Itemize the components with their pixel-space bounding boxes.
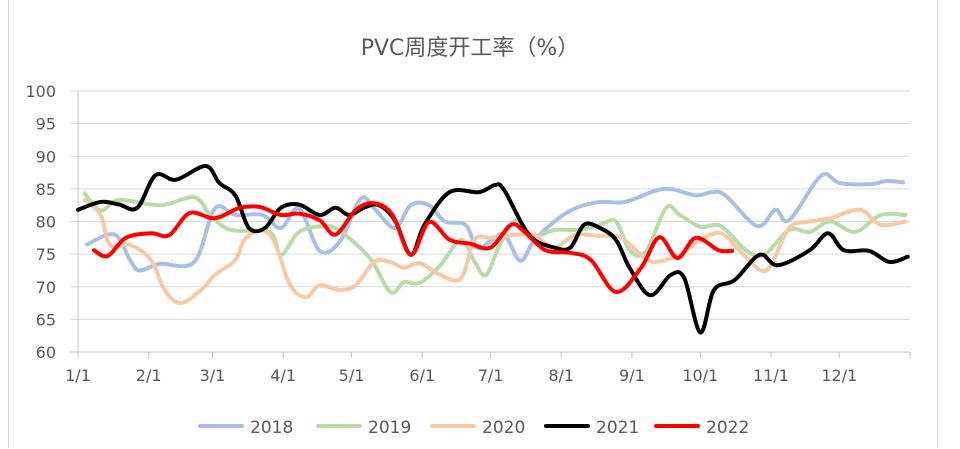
x-tick-label: 5/1: [339, 366, 365, 385]
y-tick-label: 60: [36, 343, 56, 362]
x-tick-label: 3/1: [200, 366, 226, 385]
x-tick-label: 12/1: [821, 366, 857, 385]
x-tick-label: 2/1: [136, 366, 162, 385]
x-tick-label: 6/1: [409, 366, 435, 385]
legend-label: 2020: [482, 418, 525, 438]
legend: 2018 2019 2020 2021 2022: [198, 418, 749, 438]
series-line-2022: [91, 201, 735, 294]
legend-label: 2021: [596, 418, 639, 438]
y-tick-label: 65: [36, 310, 56, 329]
x-tick-label: 9/1: [619, 366, 645, 385]
series-lines: [76, 164, 910, 335]
y-tick-label: 95: [36, 115, 56, 134]
x-tick-label: 8/1: [548, 366, 574, 385]
y-axis: 60 65 70 75 80 85 90 95 100: [25, 82, 79, 362]
y-tick-label: 80: [36, 213, 56, 232]
gridlines: [70, 90, 910, 320]
x-tick-label: 7/1: [478, 366, 504, 385]
y-tick-label: 85: [36, 180, 56, 199]
legend-label: 2018: [250, 418, 293, 438]
y-tick-label: 90: [36, 147, 56, 166]
y-tick-label: 70: [36, 278, 56, 297]
legend-label: 2022: [706, 418, 749, 438]
y-tick-label: 75: [36, 245, 56, 264]
legend-label: 2019: [368, 418, 411, 438]
x-tick-label: 11/1: [753, 366, 789, 385]
series-line-2021: [76, 164, 910, 335]
x-tick-label: 4/1: [270, 366, 296, 385]
x-tick-label: 10/1: [682, 366, 718, 385]
x-axis: 1/1 2/1 3/1 4/1 5/1 6/1 7/1 8/1 9/1 10/1 11/1 12/1: [65, 351, 911, 385]
chart-title: PVC周度开工率（%）: [361, 36, 580, 61]
chart-frame: [8, 0, 938, 448]
y-tick-label: 100: [25, 82, 56, 101]
x-tick-label: 1/1: [65, 366, 91, 385]
